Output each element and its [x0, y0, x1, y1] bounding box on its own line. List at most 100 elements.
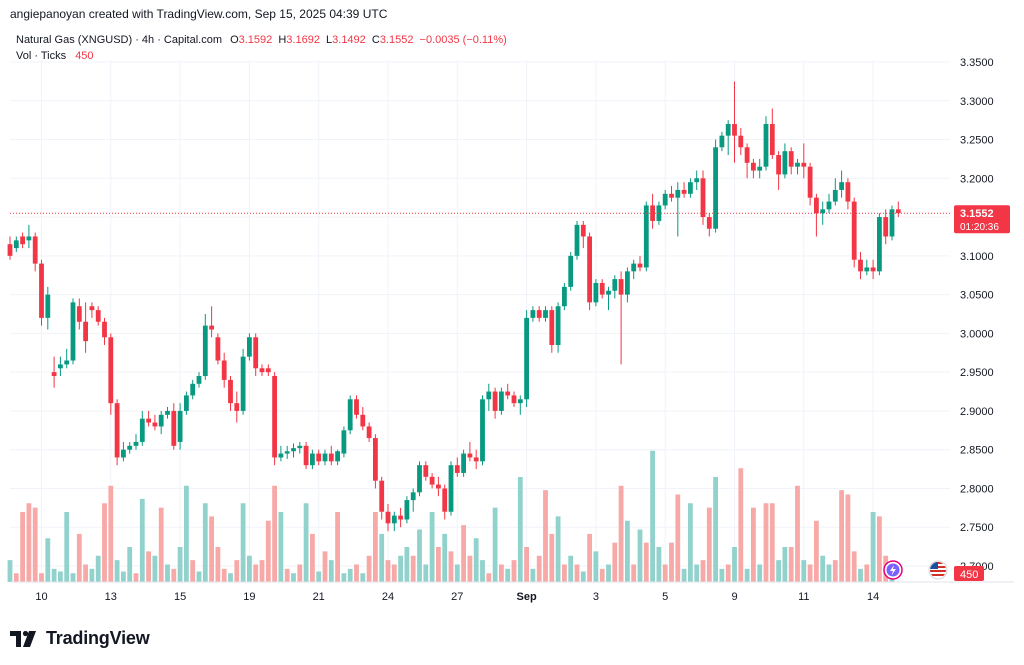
candle-body: [316, 453, 322, 462]
candle-body: [839, 182, 844, 190]
candle-body: [895, 209, 901, 214]
candle-body: [568, 255, 574, 287]
volume-bar: [133, 573, 139, 582]
time-tick-label: 5: [662, 591, 668, 603]
volume-bar: [555, 516, 561, 582]
price-axis[interactable]: 3.35003.30003.25003.20003.15003.10003.05…: [960, 57, 994, 573]
candle: [322, 449, 328, 466]
candle: [360, 407, 366, 431]
candle: [467, 441, 473, 462]
candle-body: [423, 465, 429, 477]
candle-body: [436, 484, 441, 489]
candle-body: [347, 399, 353, 431]
candle: [593, 279, 599, 307]
volume-bar: [839, 490, 844, 582]
volume-bar: [215, 547, 221, 582]
volume-label[interactable]: Vol · Ticks: [16, 50, 67, 62]
candle: [146, 410, 151, 427]
us-flag-icon[interactable]: [928, 560, 948, 580]
candle-body: [133, 441, 139, 446]
candle: [877, 213, 882, 276]
high-value: 3.1692: [286, 34, 320, 46]
candle-body: [328, 453, 334, 462]
candle: [807, 162, 813, 206]
candle-body: [240, 356, 246, 411]
volume-bar: [643, 542, 649, 582]
tradingview-logo[interactable]: TradingView: [10, 625, 150, 651]
volume-bar: [669, 542, 674, 582]
candle: [139, 410, 145, 446]
candle-body: [114, 403, 120, 458]
candle-body: [373, 438, 378, 481]
candle: [700, 170, 706, 225]
volume-bar: [820, 555, 826, 582]
candle: [64, 348, 70, 369]
time-tick-label: 14: [867, 591, 879, 603]
candle: [335, 449, 340, 466]
candle-body: [858, 259, 863, 272]
volume-bar: [807, 564, 813, 582]
candle: [410, 488, 416, 512]
candle-body: [631, 263, 637, 272]
volume-bar: [713, 477, 718, 582]
volume-bar: [209, 516, 214, 582]
volume-bar: [13, 573, 19, 582]
candle: [13, 236, 19, 252]
volume-bar: [278, 512, 284, 582]
volume-bar: [801, 560, 807, 582]
volume-bar: [826, 564, 832, 582]
candle: [801, 143, 807, 179]
candle: [486, 383, 492, 411]
candle-body: [366, 426, 372, 439]
candle: [505, 383, 511, 400]
volume-bar: [95, 555, 101, 582]
candle-body: [788, 151, 794, 167]
candle-body: [782, 151, 788, 175]
volume-bar: [574, 564, 580, 582]
candle-body: [643, 205, 649, 268]
volume-bar: [858, 568, 863, 582]
volume-bar: [499, 564, 504, 582]
candle-body: [524, 317, 529, 400]
time-tick-label: 15: [174, 591, 186, 603]
volume-bar: [486, 573, 492, 582]
volume-bar: [265, 520, 271, 582]
candle: [637, 255, 643, 272]
candle: [196, 372, 202, 388]
candle: [675, 182, 681, 237]
time-axis[interactable]: 10 13 15 19 21 24 27 Sep 3 5 9 11 14: [10, 581, 1014, 603]
candle: [562, 282, 567, 311]
candle-body: [291, 448, 296, 452]
volume-bar: [536, 555, 542, 582]
volume-legend: Vol · Ticks 450: [16, 50, 97, 62]
time-tick-label: 19: [243, 591, 255, 603]
candle-body: [7, 244, 13, 256]
volume-bar: [83, 564, 88, 582]
candle-body: [562, 286, 567, 307]
volume-bar: [121, 571, 126, 582]
candle: [625, 267, 630, 303]
candle-body: [360, 414, 366, 427]
candle: [574, 220, 580, 260]
candle: [751, 158, 756, 179]
grid-lines: [10, 60, 950, 582]
volume-bar: [492, 507, 498, 582]
volume-bar: [442, 533, 448, 582]
volume-bar: [184, 485, 189, 582]
volume-bar: [253, 564, 259, 582]
lightning-event-icon[interactable]: [883, 560, 903, 580]
symbol-name[interactable]: Natural Gas (XNGUSD) · 4h · Capital.com: [16, 34, 222, 46]
candle: [631, 259, 637, 280]
candle-body: [769, 124, 775, 156]
candle-body: [580, 224, 586, 237]
price-chart[interactable]: 3.35003.30003.25003.20003.15003.10003.05…: [0, 0, 1024, 610]
candle-body: [102, 321, 107, 338]
candle: [606, 286, 611, 311]
candle: [209, 306, 214, 338]
volume-bar: [631, 564, 637, 582]
candle-body: [549, 310, 555, 346]
candle-body: [492, 391, 498, 411]
candle-body: [32, 236, 38, 264]
volume-bar: [45, 538, 51, 582]
volume-bar: [177, 547, 183, 582]
